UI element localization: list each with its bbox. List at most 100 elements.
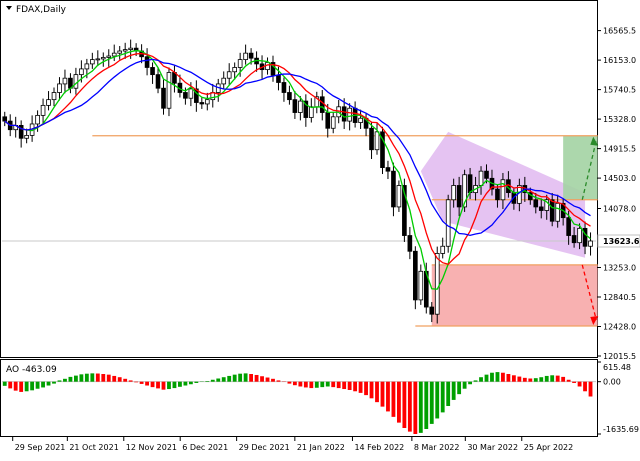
candle-body bbox=[287, 92, 292, 101]
candle-body bbox=[588, 240, 593, 247]
candle-body bbox=[369, 127, 374, 151]
candle-body bbox=[270, 62, 276, 76]
ao-y-tick-label: 0.00 bbox=[603, 378, 621, 387]
candle-body bbox=[418, 270, 424, 301]
candle-body bbox=[445, 199, 451, 247]
candle-body bbox=[128, 47, 133, 50]
candle-body bbox=[347, 107, 352, 122]
candle-body bbox=[194, 88, 199, 103]
y-tick-label: 13253.0 bbox=[603, 264, 636, 273]
y-tick-label: 14503.0 bbox=[603, 174, 636, 183]
candle-body bbox=[391, 170, 396, 208]
candle-body bbox=[571, 235, 577, 244]
symbol-label: FDAX,Daily bbox=[16, 5, 67, 15]
candle-body bbox=[385, 167, 391, 172]
moving-average-line bbox=[4, 49, 591, 290]
candle-body bbox=[538, 206, 544, 211]
bullish-target-zone bbox=[563, 135, 598, 200]
ao-indicator-layer bbox=[2, 372, 596, 434]
candle-body bbox=[358, 117, 363, 123]
current-price-label: 13623.6 bbox=[603, 237, 640, 246]
candle-body bbox=[374, 131, 380, 151]
candle-body bbox=[533, 199, 539, 208]
arrow-down-head-icon bbox=[590, 315, 599, 325]
candle-body bbox=[582, 227, 588, 247]
x-tick-label: 29 Sep 2021 bbox=[15, 443, 66, 452]
candle-body bbox=[402, 185, 407, 236]
candle-body bbox=[150, 67, 155, 76]
candle-body bbox=[484, 170, 489, 179]
candle-body bbox=[183, 92, 188, 99]
candle-body bbox=[292, 99, 298, 113]
x-tick-label: 12 Nov 2021 bbox=[126, 443, 177, 452]
current-price-marker bbox=[597, 234, 640, 248]
candle-body bbox=[24, 135, 29, 139]
moving-average-line bbox=[4, 52, 591, 266]
candle-body bbox=[2, 116, 8, 122]
candle-body bbox=[122, 49, 128, 52]
candle-body bbox=[90, 59, 95, 65]
y-tick-label: 16153.0 bbox=[603, 56, 636, 65]
ao-label: AO -463.09 bbox=[6, 365, 57, 375]
candle-body bbox=[73, 74, 79, 89]
candle-body bbox=[161, 87, 166, 109]
moving-average-line bbox=[4, 58, 591, 237]
candle-body bbox=[555, 202, 560, 222]
candle-body bbox=[18, 124, 24, 139]
bullish-scenario-arrow bbox=[581, 140, 597, 200]
y-tick-label: 12015.5 bbox=[603, 352, 636, 361]
triangle-down-icon[interactable] bbox=[6, 6, 12, 10]
candle-body bbox=[549, 199, 555, 222]
candle-body bbox=[467, 174, 473, 194]
y-tick-label: 15328.0 bbox=[603, 115, 636, 124]
candle-body bbox=[341, 106, 347, 122]
candle-body bbox=[199, 102, 205, 105]
candle-body bbox=[462, 174, 467, 208]
candle-body bbox=[204, 99, 210, 105]
x-tick-label: 6 Dec 2021 bbox=[182, 443, 228, 452]
symbol-header[interactable]: FDAX,Daily bbox=[6, 5, 67, 15]
candle-body bbox=[100, 57, 106, 60]
candle-body bbox=[298, 100, 303, 113]
candle-body bbox=[478, 170, 484, 186]
y-tick-label: 14078.0 bbox=[603, 205, 636, 214]
candle-body bbox=[40, 104, 46, 116]
arrow-up-head-icon bbox=[590, 136, 599, 146]
candle-body bbox=[276, 74, 281, 83]
candle-body bbox=[232, 67, 237, 73]
ao-y-tick-label: 615.48 bbox=[603, 363, 631, 372]
candle-body bbox=[144, 56, 150, 68]
x-tick-label: 30 Mar 2022 bbox=[467, 443, 518, 452]
ao-y-tick-label: -1635.69 bbox=[603, 425, 639, 434]
x-tick-label: 21 Oct 2021 bbox=[69, 443, 118, 452]
candle-body bbox=[106, 55, 112, 58]
axes-layer: 16565.5 16153.0 15740.5 15328.0 14915.5 14503… bbox=[12, 27, 640, 452]
candle-body bbox=[166, 72, 172, 109]
bearish-target-zone bbox=[431, 264, 598, 326]
candle-body bbox=[407, 235, 413, 252]
y-tick-label: 16565.5 bbox=[603, 27, 636, 36]
candle-body bbox=[309, 106, 314, 118]
candle-body bbox=[566, 217, 571, 236]
candle-body bbox=[117, 50, 123, 54]
candle-body bbox=[500, 179, 506, 201]
candle-body bbox=[380, 131, 385, 168]
candle-body bbox=[221, 77, 227, 85]
y-tick-label: 15740.5 bbox=[603, 86, 636, 95]
candle-body bbox=[303, 100, 309, 118]
bearish-scenario-arrow bbox=[581, 264, 597, 321]
candle-body bbox=[243, 52, 248, 61]
x-tick-label: 21 Jan 2022 bbox=[297, 443, 345, 452]
candle-body bbox=[456, 185, 462, 208]
y-tick-label: 14915.5 bbox=[603, 145, 636, 154]
candle-body bbox=[413, 250, 418, 301]
candle-body bbox=[325, 112, 331, 129]
candle-body bbox=[319, 96, 325, 113]
candle-body bbox=[188, 88, 194, 99]
candle-body bbox=[35, 114, 40, 125]
candle-body bbox=[429, 306, 435, 315]
candle-body bbox=[95, 58, 101, 61]
y-tick-label: 12840.5 bbox=[603, 293, 636, 302]
